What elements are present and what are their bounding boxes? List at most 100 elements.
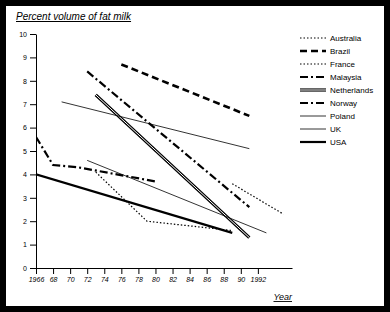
x-tick-mark <box>224 268 225 274</box>
x-tick-label: 68 <box>50 276 58 283</box>
x-tick-label: 70 <box>67 276 75 283</box>
y-tick-label: 8 <box>23 78 27 85</box>
x-tick-label: 72 <box>84 276 92 283</box>
y-tick-label: 6 <box>23 124 27 131</box>
legend: AustraliaBrazilFranceMalaysiaNetherlands… <box>300 34 373 147</box>
x-tick-label: 86 <box>203 276 211 283</box>
series-line <box>36 137 155 181</box>
legend-swatch <box>300 63 326 64</box>
legend-label: France <box>330 60 355 69</box>
plot: 1966687072747678808284868890199201234567… <box>19 31 292 283</box>
x-tick: 70 <box>67 268 75 283</box>
y-tick-label: 0 <box>23 265 27 272</box>
x-tick-mark <box>70 268 71 274</box>
legend-swatch <box>300 116 326 117</box>
y-tick-mark <box>30 128 36 129</box>
x-tick: 84 <box>186 268 194 283</box>
legend-swatch <box>300 76 326 78</box>
y-tick-mark <box>30 268 36 269</box>
y-tick-mark <box>30 221 36 222</box>
y-tick: 8 <box>23 78 36 85</box>
x-axis-title: Year <box>273 292 293 302</box>
x-tick-mark <box>138 268 139 274</box>
x-tick-mark <box>258 268 259 274</box>
x-tick: 1992 <box>251 268 267 283</box>
legend-swatch <box>300 37 326 38</box>
y-tick: 7 <box>23 101 36 108</box>
legend-label: Poland <box>330 112 355 121</box>
x-tick: 1966 <box>29 268 45 283</box>
x-tick-label: 90 <box>237 276 245 283</box>
x-tick: 90 <box>237 268 245 283</box>
series-line <box>121 64 249 115</box>
y-tick: 0 <box>23 265 36 272</box>
x-tick: 68 <box>50 268 58 283</box>
x-axis-line <box>37 268 293 269</box>
legend-swatch <box>300 129 326 130</box>
legend-swatch <box>300 102 326 104</box>
x-tick-label: 82 <box>169 276 177 283</box>
y-tick: 9 <box>23 54 36 61</box>
y-tick-mark <box>30 245 36 246</box>
y-tick-label: 3 <box>23 195 27 202</box>
x-tick-label: 74 <box>101 276 109 283</box>
x-tick: 74 <box>101 268 109 283</box>
x-tick-label: 1992 <box>251 276 267 283</box>
x-tick-mark <box>36 268 37 274</box>
y-tick-label: 5 <box>23 148 27 155</box>
y-tick: 2 <box>23 218 36 225</box>
y-tick-mark <box>30 34 36 35</box>
y-tick: 4 <box>23 171 36 178</box>
y-tick: 5 <box>23 148 36 155</box>
y-tick-mark <box>30 198 36 199</box>
y-axis-line <box>36 35 37 269</box>
series-line <box>62 102 250 149</box>
legend-label: USA <box>330 138 347 147</box>
x-tick-mark <box>121 268 122 274</box>
y-axis: 0 1 2 3 4 5 6 7 8 9 10 <box>19 31 36 272</box>
legend-label: Australia <box>330 34 362 43</box>
x-tick-label: 84 <box>186 276 194 283</box>
y-tick-label: 1 <box>23 241 27 248</box>
y-tick-mark <box>30 57 36 58</box>
series-line <box>87 71 249 207</box>
x-tick: 88 <box>220 268 228 283</box>
y-tick-label: 10 <box>19 31 27 38</box>
x-tick-label: 88 <box>220 276 228 283</box>
x-tick-mark <box>87 268 88 274</box>
x-tick-mark <box>173 268 174 274</box>
legend-label: Brazil <box>330 47 350 56</box>
x-tick-mark <box>104 268 105 274</box>
background <box>6 6 384 306</box>
legend-swatch-inner <box>300 90 326 91</box>
x-tick-label: 1966 <box>29 276 45 283</box>
y-tick: 10 <box>19 31 36 38</box>
title: Percent volume of fat milk <box>16 11 132 22</box>
lines <box>36 64 283 237</box>
legend-swatch <box>300 88 326 91</box>
x-tick-mark <box>241 268 242 274</box>
legend-label: UK <box>330 125 342 134</box>
x-tick: 82 <box>169 268 177 283</box>
y-tick: 3 <box>23 195 36 202</box>
legend-label: Malaysia <box>330 73 362 82</box>
x-tick: 80 <box>152 268 160 283</box>
x-tick-label: 78 <box>135 276 143 283</box>
y-tick-label: 9 <box>23 54 27 61</box>
x-tick-mark <box>155 268 156 274</box>
x-tick: 72 <box>84 268 92 283</box>
x-tick: 76 <box>118 268 126 283</box>
x-tick: 86 <box>203 268 211 283</box>
y-tick-label: 2 <box>23 218 27 225</box>
y-tick-mark <box>30 174 36 175</box>
y-tick: 1 <box>23 241 36 248</box>
series-line <box>36 174 232 233</box>
y-tick-label: 7 <box>23 101 27 108</box>
y-tick-mark <box>30 81 36 82</box>
x-tick-label: 80 <box>152 276 160 283</box>
y-tick: 6 <box>23 124 36 131</box>
x-tick-label: 76 <box>118 276 126 283</box>
x-axis: 1966 68 70 72 74 76 78 80 82 84 86 88 90 1992 <box>29 268 293 283</box>
legend-swatch <box>300 141 326 143</box>
legend-label: Norway <box>330 99 357 108</box>
